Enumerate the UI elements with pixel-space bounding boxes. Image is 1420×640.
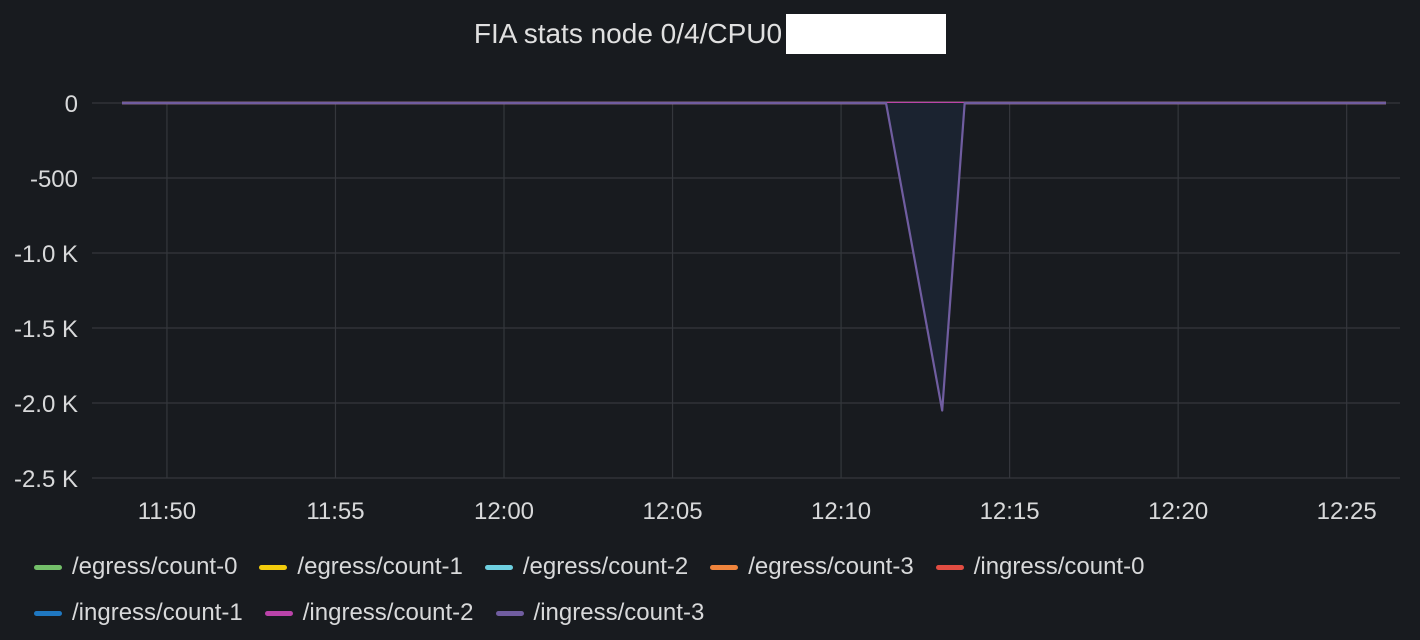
y-axis: 0 -500 -1.0 K -1.5 K -2.0 K -2.5 K <box>14 91 78 493</box>
legend-row: /ingress/count-1/ingress/count-2/ingress… <box>34 594 1394 632</box>
legend-item[interactable]: /ingress/count-1 <box>34 599 243 627</box>
x-tick-label: 11:50 <box>138 498 196 525</box>
title-row: FIA stats node 0/4/CPU0 <box>0 14 1420 54</box>
legend-item[interactable]: /ingress/count-3 <box>495 599 705 627</box>
legend-item[interactable]: /egress/count-0 <box>34 553 237 581</box>
x-tick-label: 12:00 <box>474 498 534 525</box>
legend-label: /ingress/count-3 <box>533 599 705 626</box>
series-line <box>122 101 1386 412</box>
legend-label: /ingress/count-1 <box>72 599 243 626</box>
y-tick-label: -500 <box>30 166 78 193</box>
legend-row: /egress/count-0/egress/count-1/egress/co… <box>34 548 1394 586</box>
legend-label: /ingress/count-2 <box>302 599 474 626</box>
x-tick-label: 12:10 <box>811 498 871 525</box>
time-series-chart[interactable]: 0 -500 -1.0 K -1.5 K -2.0 K -2.5 K 11:50 11:55… <box>0 0 1420 540</box>
x-tick-label: 12:05 <box>643 498 703 525</box>
x-axis: 11:50 11:55 12:00 12:05 12:10 12:15 12:20 12:25 <box>138 498 1377 525</box>
legend-swatch <box>259 564 288 570</box>
legend-swatch <box>935 564 964 570</box>
x-tick-label: 12:15 <box>980 498 1040 525</box>
y-tick-label: -2.0 K <box>14 391 78 418</box>
legend-label: /egress/count-3 <box>748 553 914 580</box>
y-tick-label: 0 <box>65 91 78 118</box>
y-tick-label: -2.5 K <box>14 466 78 493</box>
legend-label: /ingress/count-0 <box>973 553 1145 580</box>
x-tick-label: 12:20 <box>1148 498 1208 525</box>
legend-swatch <box>484 564 513 570</box>
legend-swatch <box>34 610 62 616</box>
legend-label: /egress/count-2 <box>522 553 689 580</box>
x-tick-label: 11:55 <box>306 498 364 525</box>
legend-swatch <box>34 564 62 570</box>
legend-swatch <box>264 610 293 616</box>
legend: /egress/count-0/egress/count-1/egress/co… <box>34 548 1394 640</box>
panel-title[interactable]: FIA stats node 0/4/CPU0 <box>473 18 783 49</box>
legend-label: /egress/count-0 <box>72 553 238 580</box>
grid-lines <box>92 102 1400 479</box>
redaction-box <box>786 14 947 54</box>
legend-item[interactable]: /ingress/count-2 <box>264 599 474 627</box>
legend-item[interactable]: /egress/count-1 <box>259 553 463 581</box>
legend-swatch <box>495 610 524 616</box>
series-lines <box>122 101 1386 412</box>
y-tick-label: -1.0 K <box>14 241 78 268</box>
legend-swatch <box>710 564 739 570</box>
series-area-fill <box>122 103 1386 411</box>
legend-label: /egress/count-1 <box>297 553 463 580</box>
legend-item[interactable]: /egress/count-3 <box>710 553 914 581</box>
x-tick-label: 12:25 <box>1317 498 1377 525</box>
legend-item[interactable]: /ingress/count-0 <box>935 553 1145 581</box>
legend-item[interactable]: /egress/count-2 <box>484 553 689 581</box>
y-tick-label: -1.5 K <box>14 316 78 343</box>
